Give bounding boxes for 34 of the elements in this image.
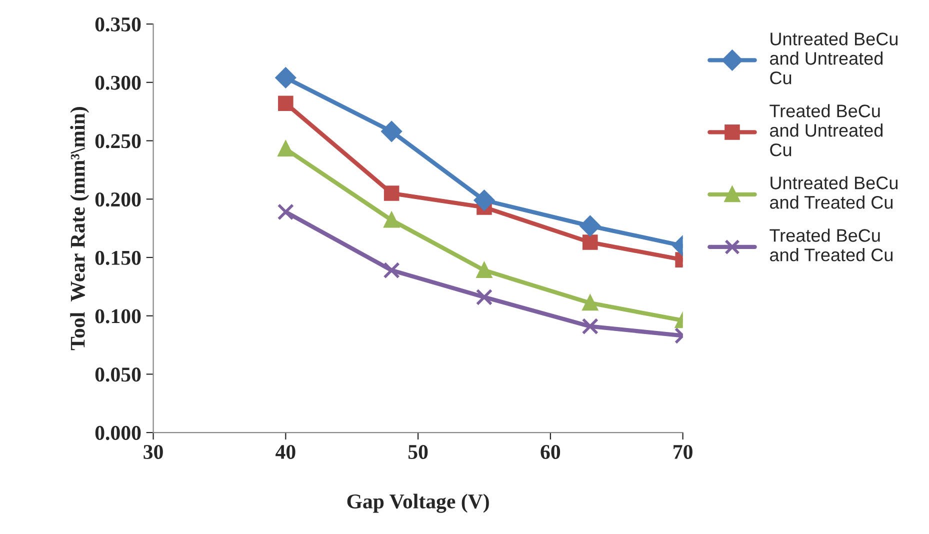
- x-tick-label: 40: [276, 444, 296, 460]
- legend-label: Treated BeCu and Untreated Cu: [770, 104, 883, 156]
- y-tick-label: 0.050: [95, 368, 141, 382]
- legend-label: Untreated BeCu and Treated Cu: [770, 176, 898, 209]
- point: [580, 216, 600, 236]
- legend-label: Treated BeCu and Treated Cu: [770, 228, 893, 262]
- x-axis-title: Gap Voltage (V): [347, 494, 489, 513]
- point: [582, 234, 598, 250]
- point: [476, 262, 492, 278]
- legend-label: Untreated BeCu and Untreated Cu: [770, 32, 898, 84]
- x-tick-label: 50: [408, 444, 428, 460]
- point: [383, 262, 400, 279]
- point: [582, 295, 598, 311]
- point: [277, 204, 294, 220]
- x-tick-label: 70: [674, 444, 692, 460]
- point: [381, 121, 402, 142]
- y-tick-label: 0.250: [95, 134, 141, 148]
- y-tick-label: 0.150: [95, 250, 141, 265]
- point: [582, 318, 598, 335]
- y-tick-label: 0.000: [95, 426, 141, 440]
- y-tick-label: 0.200: [95, 192, 141, 207]
- point: [278, 96, 294, 112]
- y-tick-label: 0.100: [95, 309, 141, 324]
- x-tick-label: 60: [540, 444, 560, 460]
- y-tick-label: 0.350: [95, 17, 141, 32]
- point: [474, 190, 494, 210]
- point: [275, 67, 296, 88]
- point: [384, 212, 400, 228]
- y-tick-label: 0.300: [95, 76, 141, 90]
- point: [278, 141, 294, 157]
- x-tick-label: 30: [144, 444, 163, 460]
- y-axis-title: Tool Wear Rate (mm³\min): [70, 107, 90, 350]
- point: [384, 186, 400, 201]
- point: [476, 288, 493, 306]
